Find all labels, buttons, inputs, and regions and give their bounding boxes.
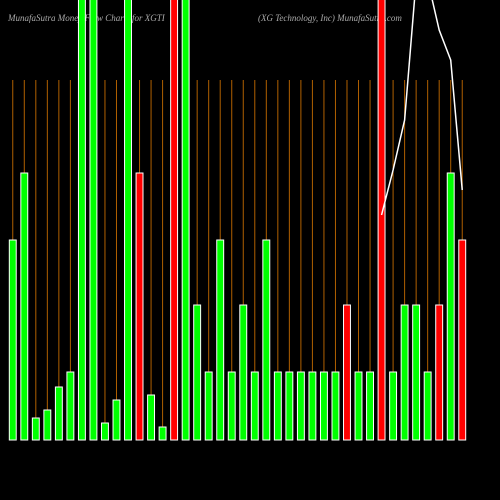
- bar: [308, 371, 317, 441]
- bar: [43, 409, 52, 441]
- bar: [147, 394, 156, 441]
- bar: [170, 0, 179, 441]
- bar: [319, 371, 328, 441]
- bar: [423, 371, 432, 441]
- bar: [204, 371, 213, 441]
- bar: [331, 371, 340, 441]
- bar: [101, 422, 109, 441]
- bar: [193, 304, 202, 441]
- bar: [354, 371, 363, 441]
- bar: [216, 239, 225, 441]
- bar: [77, 0, 86, 441]
- bar: [400, 304, 409, 441]
- bar: [435, 304, 444, 441]
- bar: [20, 172, 29, 441]
- line: [380, 0, 463, 216]
- bar: [458, 239, 467, 441]
- bar: [296, 371, 305, 441]
- bar: [66, 371, 75, 441]
- bar: [158, 426, 167, 441]
- bar: [366, 371, 374, 441]
- bar: [31, 417, 40, 441]
- bar: [124, 0, 132, 441]
- bar: [239, 304, 248, 441]
- chart-title: MunafaSutra Money Flow Charts for XGTI: [7, 13, 166, 23]
- bar: [54, 386, 63, 441]
- bar: [343, 304, 351, 441]
- bar: [8, 239, 17, 441]
- bar: [250, 371, 259, 441]
- bar: [389, 371, 398, 441]
- bar: [273, 371, 282, 441]
- bar: [285, 371, 294, 441]
- bar: [227, 371, 236, 441]
- bar: [412, 304, 421, 441]
- bar: [262, 239, 271, 441]
- chart-subtitle: (XG Technology, Inc) MunafaSutra.com: [258, 13, 402, 23]
- bar: [112, 399, 121, 441]
- bar: [377, 0, 386, 441]
- bar: [181, 0, 190, 441]
- bar: [89, 0, 98, 441]
- bar: [446, 172, 455, 441]
- bar: [135, 172, 144, 441]
